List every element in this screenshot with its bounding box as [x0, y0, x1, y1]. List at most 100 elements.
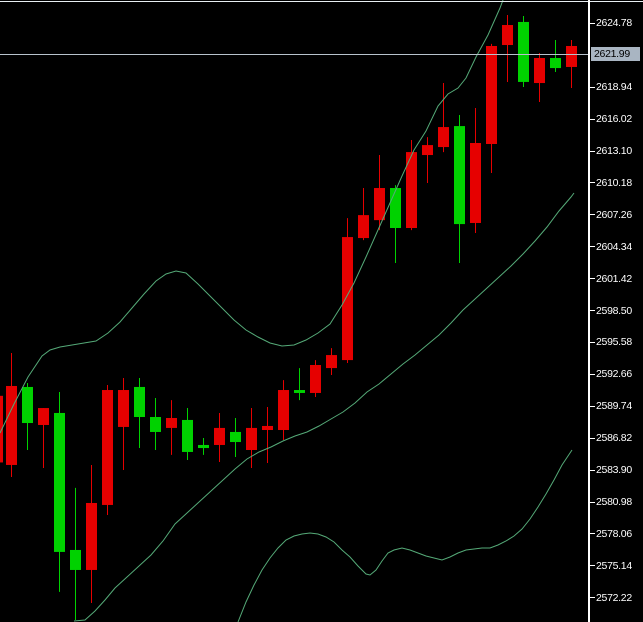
candle-body	[38, 408, 49, 425]
candle	[422, 137, 433, 183]
candle-body	[470, 143, 481, 223]
candle-body	[54, 412, 65, 552]
axis-tick-mark	[590, 310, 595, 312]
price-axis-label: 2575.14	[590, 560, 632, 572]
candle	[374, 155, 385, 231]
window-top-border	[0, 1, 643, 2]
candle-body	[134, 386, 145, 418]
candle	[550, 39, 561, 72]
price-axis-label-text: 2624.78	[596, 17, 632, 30]
candle	[358, 188, 369, 241]
axis-tick-mark	[590, 86, 595, 88]
price-axis-label-text: 2583.90	[596, 464, 632, 477]
candle	[486, 43, 497, 173]
candle-body	[438, 127, 449, 148]
price-axis-label: 2607.26	[590, 209, 632, 221]
price-axis-label-text: 2580.98	[596, 496, 632, 508]
candle	[102, 384, 113, 516]
candle-body	[70, 549, 81, 570]
price-axis-label: 2624.78	[590, 17, 632, 29]
candle-body	[326, 355, 337, 369]
candle	[134, 378, 145, 449]
candle	[198, 437, 209, 455]
chart-area[interactable]	[0, 0, 588, 622]
middle-band-line	[73, 192, 575, 622]
axis-tick-mark	[590, 469, 595, 471]
candle	[470, 108, 481, 234]
price-axis-label-text: 2595.58	[596, 336, 632, 349]
axis-tick-mark	[590, 214, 595, 216]
price-axis-label-text: 2598.50	[596, 304, 632, 317]
price-axis-label: 2595.58	[590, 336, 632, 348]
candle	[518, 15, 529, 87]
candle	[326, 348, 337, 376]
candle-body	[6, 385, 17, 465]
bands-layer	[0, 0, 575, 622]
candle	[502, 14, 513, 82]
candle-body	[166, 417, 177, 428]
candle	[454, 115, 465, 263]
candle-body	[150, 417, 161, 432]
price-axis-label-text: 2604.34	[596, 240, 632, 253]
chart-canvas	[0, 0, 588, 622]
price-axis-label: 2572.22	[590, 592, 632, 604]
price-axis-label: 2601.42	[590, 273, 632, 285]
candle	[230, 417, 241, 457]
candle	[342, 218, 353, 364]
candle-body	[550, 58, 561, 69]
lower-band-line	[237, 449, 573, 622]
price-axis-label: 2578.06	[590, 528, 632, 540]
price-axis-label-text: 2613.10	[596, 145, 632, 158]
candle	[278, 380, 289, 440]
candle	[166, 400, 177, 455]
candle-body	[198, 444, 209, 449]
candle	[246, 408, 257, 469]
candle-body	[182, 419, 193, 452]
axis-tick-mark	[590, 341, 595, 343]
price-axis-label: 2613.10	[590, 145, 632, 157]
candle	[86, 464, 97, 603]
candle	[390, 185, 401, 263]
axis-tick-mark	[590, 22, 595, 24]
candle	[38, 408, 49, 469]
price-axis[interactable]: 2621.99 2624.78 2618.94 2616.02 2613.10 2610…	[588, 0, 643, 622]
candle-body	[406, 152, 417, 229]
candle	[22, 383, 33, 451]
price-axis-label: 2589.74	[590, 400, 632, 412]
price-axis-label: 2580.98	[590, 496, 632, 508]
candle	[150, 397, 161, 451]
candle	[70, 487, 81, 620]
axis-tick-mark	[590, 597, 595, 599]
candle-body	[310, 365, 321, 393]
candle-body	[534, 58, 545, 84]
axis-tick-mark	[590, 118, 595, 120]
candle	[214, 412, 225, 463]
axis-tick-mark	[590, 150, 595, 152]
price-axis-label: 2592.66	[590, 368, 632, 380]
price-axis-label: 2616.02	[590, 113, 632, 125]
candle-body	[214, 427, 225, 445]
price-axis-label-text: 2586.82	[596, 432, 632, 445]
candle-body	[246, 427, 257, 451]
price-axis-label: 2618.94	[590, 81, 632, 93]
axis-tick-mark	[590, 565, 595, 567]
candle-body	[230, 431, 241, 443]
candle-body	[390, 188, 401, 229]
candle	[262, 406, 273, 464]
candle	[54, 391, 65, 592]
candle-body	[486, 45, 497, 144]
price-axis-label-text: 2572.22	[596, 591, 632, 604]
candle-body	[342, 237, 353, 361]
price-axis-label-text: 2601.42	[596, 272, 632, 285]
candle-body	[278, 390, 289, 431]
current-price-badge: 2621.99	[591, 46, 640, 61]
axis-tick-mark	[590, 437, 595, 439]
candle-body	[358, 215, 369, 239]
candle-body	[374, 188, 385, 221]
axis-tick-mark	[590, 533, 595, 535]
axis-tick-mark	[590, 246, 595, 248]
candle	[294, 368, 305, 401]
price-axis-label-text: 2589.74	[596, 400, 632, 413]
upper-band-line	[0, 0, 504, 434]
axis-tick-mark	[590, 501, 595, 503]
